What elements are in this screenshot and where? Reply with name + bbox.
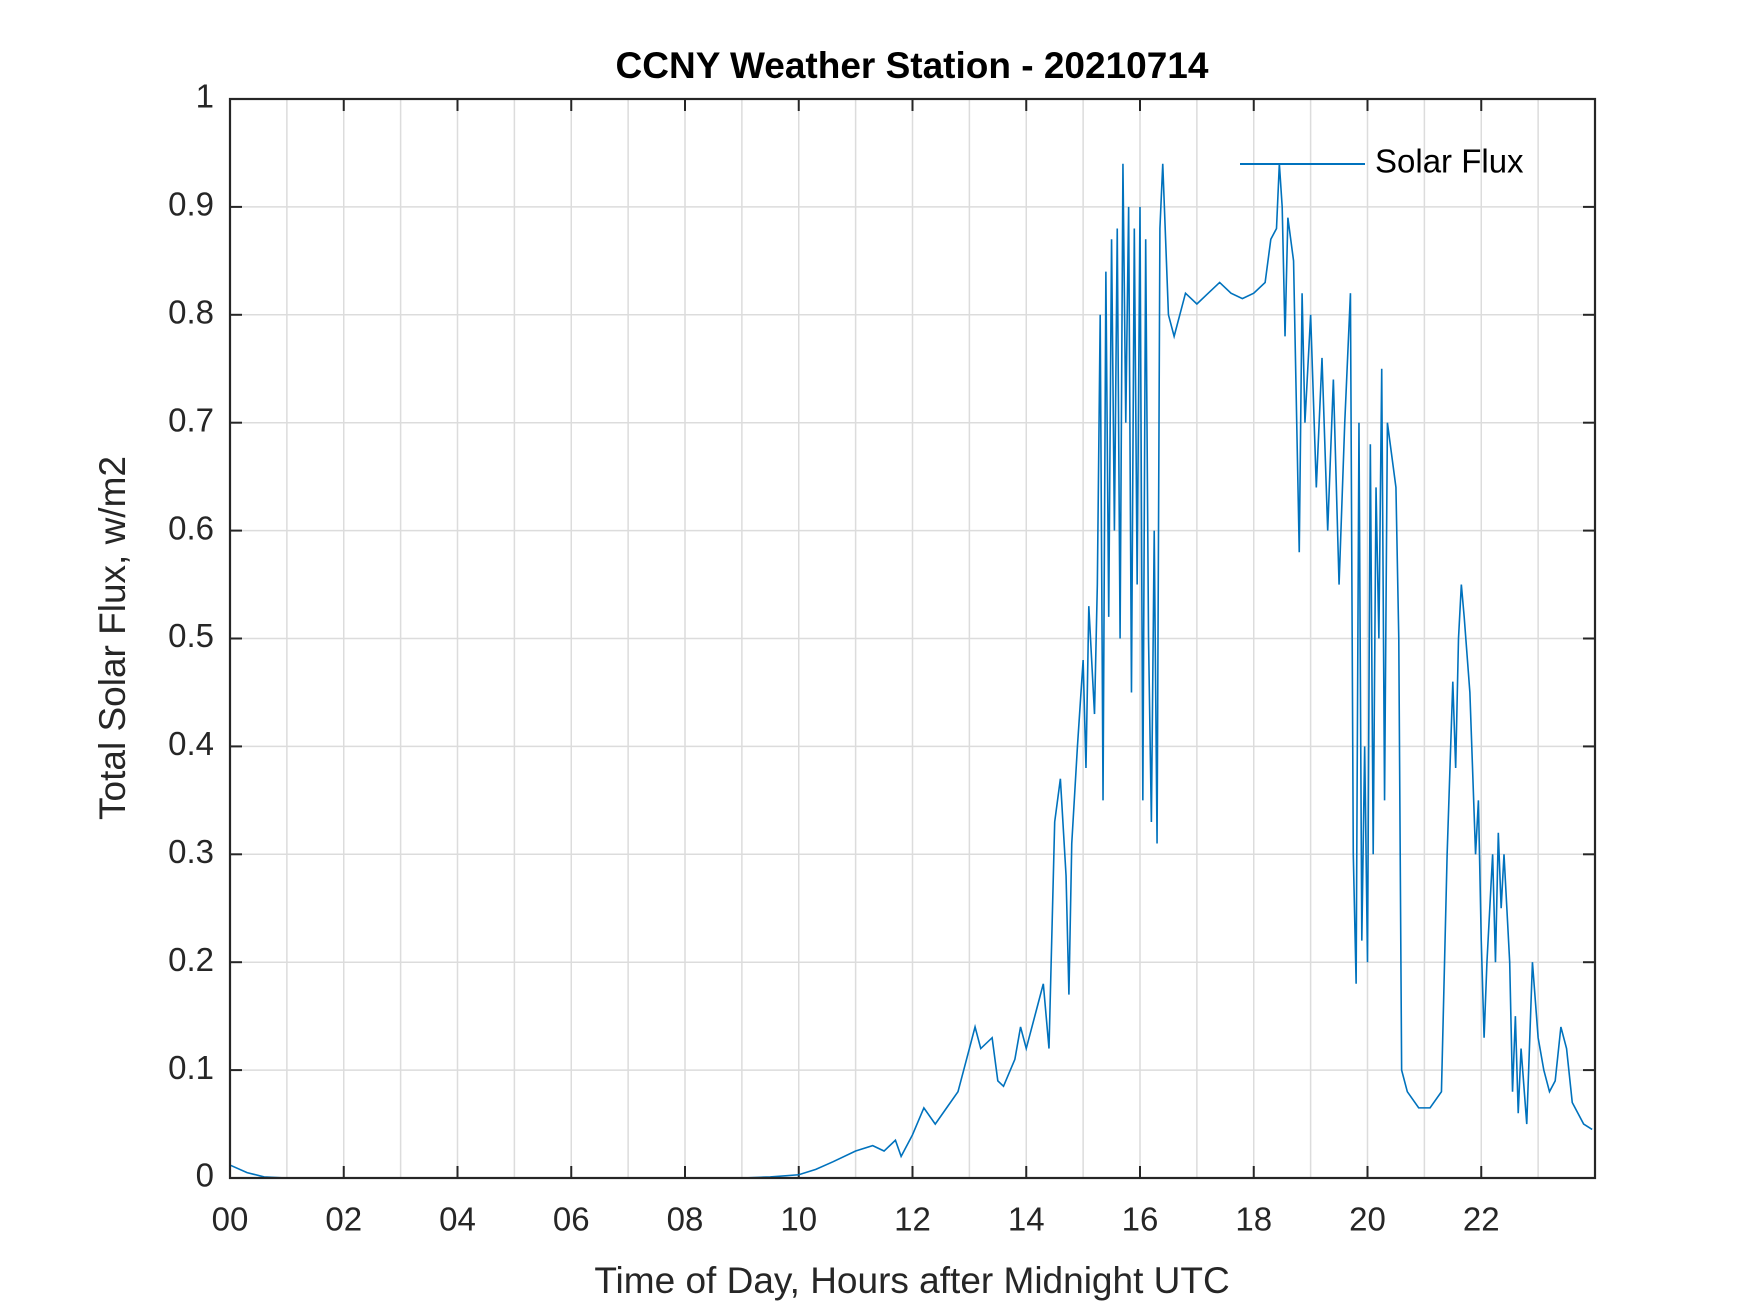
x-tick-label: 18 bbox=[1235, 1201, 1272, 1238]
y-tick-label: 0.4 bbox=[168, 725, 214, 762]
y-tick-label: 1 bbox=[196, 78, 214, 115]
x-tick-label: 00 bbox=[212, 1201, 249, 1238]
y-tick-label: 0.8 bbox=[168, 294, 214, 331]
x-tick-label: 12 bbox=[894, 1201, 931, 1238]
y-axis-label: Total Solar Flux, w/m2 bbox=[92, 456, 133, 820]
y-tick-label: 0.6 bbox=[168, 509, 214, 546]
data-line bbox=[229, 163, 1593, 1179]
chart-title: CCNY Weather Station - 20210714 bbox=[616, 45, 1209, 86]
x-tick-label: 20 bbox=[1349, 1201, 1386, 1238]
x-axis-label: Time of Day, Hours after Midnight UTC bbox=[594, 1260, 1229, 1301]
x-tick-label: 16 bbox=[1122, 1201, 1159, 1238]
axes-box bbox=[228, 97, 1597, 1180]
y-tick-label: 0.2 bbox=[168, 941, 214, 978]
y-tick-label: 0.9 bbox=[168, 186, 214, 223]
y-tick-label: 0.1 bbox=[168, 1049, 214, 1086]
x-tick-label: 06 bbox=[553, 1201, 590, 1238]
y-tick-label: 0.3 bbox=[168, 833, 214, 870]
x-tick-label: 22 bbox=[1463, 1201, 1500, 1238]
x-tick-label: 14 bbox=[1008, 1201, 1045, 1238]
y-tick-label: 0.7 bbox=[168, 401, 214, 438]
x-tick-label: 04 bbox=[439, 1201, 476, 1238]
y-tick-label: 0.5 bbox=[168, 617, 214, 654]
y-tick-label: 0 bbox=[196, 1157, 214, 1194]
x-tick-label: 02 bbox=[325, 1201, 362, 1238]
x-tick-label: 10 bbox=[780, 1201, 817, 1238]
x-tick-label: 08 bbox=[667, 1201, 704, 1238]
legend-label: Solar Flux bbox=[1375, 143, 1524, 180]
